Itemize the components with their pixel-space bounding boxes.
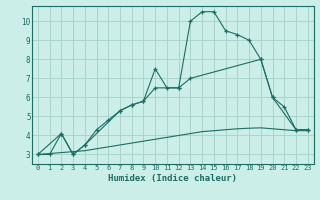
X-axis label: Humidex (Indice chaleur): Humidex (Indice chaleur): [108, 174, 237, 183]
